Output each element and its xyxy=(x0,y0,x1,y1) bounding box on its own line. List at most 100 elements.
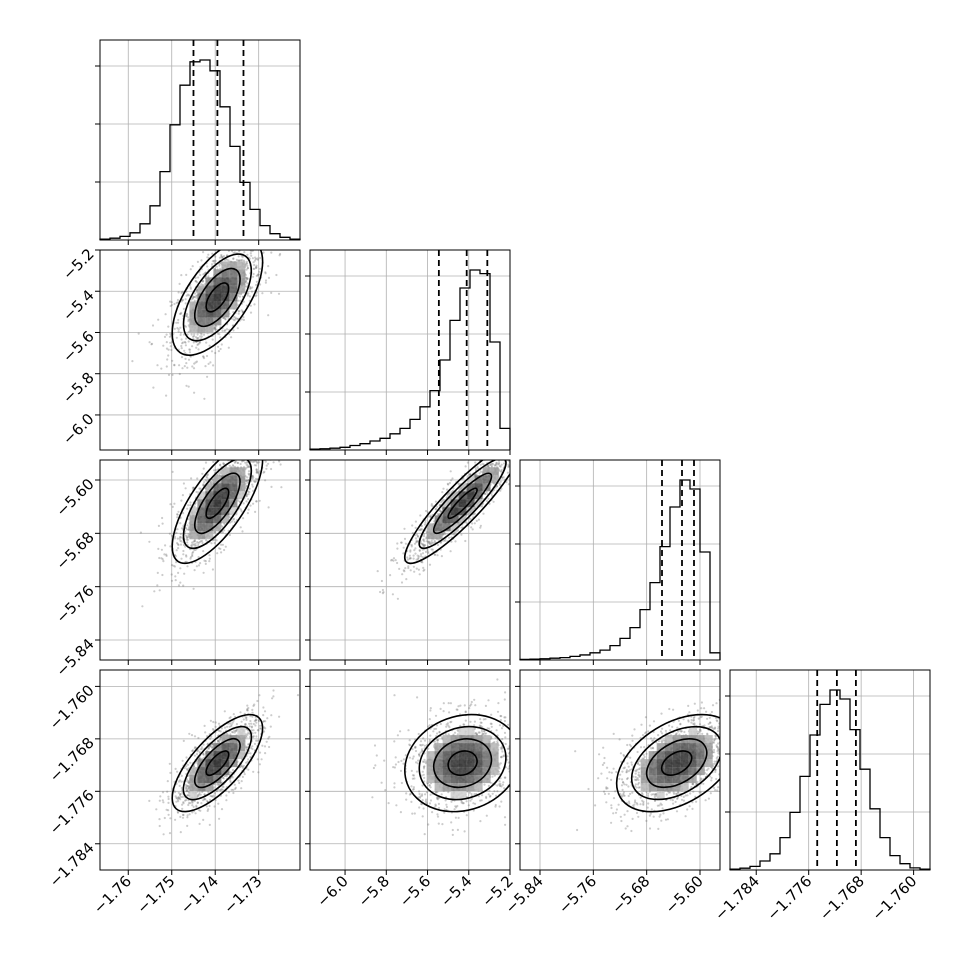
sample-point xyxy=(249,287,252,290)
panel-3-0 xyxy=(95,669,301,875)
sample-point xyxy=(246,277,249,280)
sample-point xyxy=(223,259,227,262)
sample-point xyxy=(186,366,189,369)
sample-point xyxy=(251,232,253,234)
sample-point xyxy=(208,745,212,748)
sample-point xyxy=(164,313,167,316)
contour-level-0 xyxy=(205,487,230,520)
sample-point xyxy=(482,454,484,456)
sample-point xyxy=(503,462,506,465)
sample-point xyxy=(224,318,227,321)
sample-point xyxy=(415,558,418,561)
sample-point xyxy=(454,531,457,534)
sample-point xyxy=(504,456,506,458)
density-cell xyxy=(474,499,483,508)
sample-point xyxy=(193,569,196,572)
sample-point xyxy=(176,797,179,800)
density-cell xyxy=(442,507,451,516)
sample-point xyxy=(182,307,185,310)
sample-point xyxy=(415,541,418,544)
sample-point xyxy=(229,455,231,457)
sample-point xyxy=(219,738,222,741)
density-cell xyxy=(205,507,214,516)
sample-point xyxy=(234,786,237,789)
density-cell xyxy=(205,293,214,302)
sample-point xyxy=(192,543,195,546)
contour-level-3 xyxy=(171,460,264,565)
sample-point xyxy=(247,768,250,771)
sample-point xyxy=(485,491,488,494)
density-cell xyxy=(205,301,214,310)
sample-point xyxy=(489,463,492,466)
sample-point xyxy=(228,725,231,728)
sample-point xyxy=(273,433,275,435)
sample-point xyxy=(255,274,258,277)
sample-point xyxy=(180,557,183,560)
sample-point xyxy=(533,424,535,426)
sample-point xyxy=(202,333,206,336)
sample-point xyxy=(177,796,180,799)
sample-point xyxy=(255,721,258,724)
sample-point xyxy=(189,501,192,504)
sample-point xyxy=(241,765,244,768)
sample-point xyxy=(239,241,241,243)
sample-point xyxy=(464,465,467,468)
sample-point xyxy=(245,494,248,497)
sample-point xyxy=(255,735,258,738)
density-cell xyxy=(482,467,491,476)
sample-point xyxy=(254,510,257,513)
sample-point xyxy=(232,318,235,321)
sample-point xyxy=(438,504,441,507)
sample-point xyxy=(218,264,221,267)
density-cell xyxy=(466,483,475,492)
sample-point xyxy=(178,536,182,539)
sample-point xyxy=(199,562,202,565)
sample-point xyxy=(226,732,229,735)
sample-point xyxy=(446,482,449,485)
sample-point xyxy=(186,538,189,542)
sample-point xyxy=(516,438,518,440)
sample-point xyxy=(252,436,254,438)
sample-point xyxy=(507,458,509,460)
sample-point xyxy=(151,324,155,327)
sample-point xyxy=(242,318,245,321)
sample-point xyxy=(228,717,231,720)
sample-point xyxy=(255,500,258,503)
sample-point xyxy=(229,716,232,719)
density-cell xyxy=(213,293,222,302)
sample-point xyxy=(174,767,177,771)
sample-point xyxy=(180,527,183,530)
sample-point xyxy=(219,463,222,466)
sample-point xyxy=(240,309,243,312)
density-cell xyxy=(237,467,246,476)
sample-point xyxy=(499,465,502,468)
sample-point xyxy=(272,695,275,698)
sample-point xyxy=(276,446,278,448)
sample-point xyxy=(197,336,200,340)
sample-point xyxy=(167,325,170,328)
sample-point xyxy=(184,357,187,360)
sample-point xyxy=(412,554,415,557)
sample-point xyxy=(202,743,205,746)
sample-point xyxy=(424,544,427,547)
sample-point xyxy=(199,341,202,344)
sample-point xyxy=(434,507,438,510)
density-cell xyxy=(229,301,238,310)
sample-point xyxy=(207,455,209,457)
sample-point xyxy=(263,730,266,733)
sample-point xyxy=(263,710,267,713)
density-cell xyxy=(197,309,206,318)
sample-point xyxy=(233,251,236,254)
sample-point xyxy=(536,436,538,438)
sample-point xyxy=(246,264,249,267)
sample-point xyxy=(157,524,160,528)
sample-point xyxy=(156,364,159,367)
sample-point xyxy=(446,488,449,491)
sample-point xyxy=(202,483,205,486)
sample-point xyxy=(247,472,250,475)
sample-point xyxy=(250,245,252,247)
sample-point xyxy=(450,540,453,543)
sample-point xyxy=(161,791,165,794)
sample-point xyxy=(476,467,479,470)
sample-point xyxy=(206,375,209,378)
